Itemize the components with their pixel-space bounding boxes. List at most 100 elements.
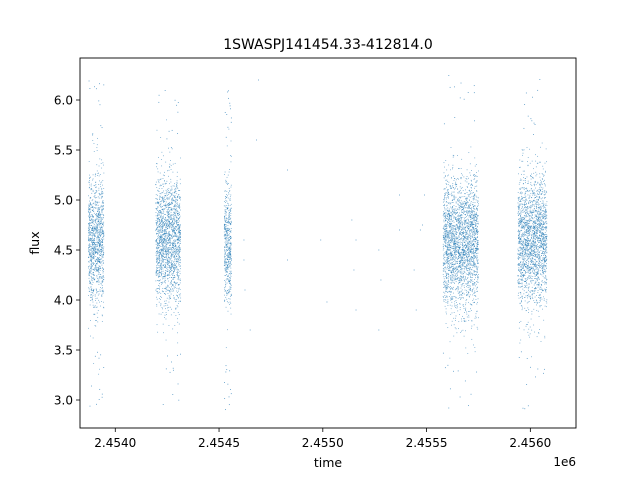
data-point: [156, 258, 158, 260]
data-point: [170, 248, 172, 250]
data-point: [99, 273, 101, 275]
data-point: [444, 166, 445, 168]
data-point: [93, 254, 95, 256]
data-point: [161, 226, 163, 228]
data-point: [103, 234, 105, 236]
data-point: [156, 292, 158, 294]
data-point: [469, 214, 470, 216]
data-point: [470, 184, 471, 186]
data-point: [95, 204, 97, 206]
data-point: [473, 293, 475, 294]
data-point: [227, 262, 229, 263]
data-point: [466, 256, 467, 258]
data-point: [229, 265, 231, 267]
data-point: [444, 212, 446, 214]
data-point: [463, 260, 465, 261]
data-point: [159, 270, 160, 272]
data-point: [94, 193, 96, 194]
data-point: [450, 313, 452, 315]
data-point: [451, 274, 453, 276]
data-point: [167, 219, 169, 220]
data-point: [229, 278, 231, 280]
data-point: [100, 163, 102, 164]
data-point: [229, 248, 230, 250]
data-point: [178, 229, 180, 231]
data-point: [449, 290, 451, 292]
data-point: [170, 160, 171, 161]
data-point: [175, 217, 177, 218]
data-point: [474, 187, 475, 189]
data-point: [229, 190, 230, 192]
data-point: [453, 242, 455, 244]
data-point: [447, 254, 448, 256]
data-point: [229, 291, 231, 292]
data-point: [224, 249, 226, 251]
data-point: [172, 250, 174, 252]
data-point: [228, 128, 230, 130]
data-point: [101, 206, 102, 208]
data-point: [99, 301, 100, 303]
data-point: [473, 216, 475, 218]
data-point: [102, 202, 104, 203]
data-point: [451, 227, 453, 228]
data-point: [173, 268, 174, 269]
data-point: [176, 199, 178, 201]
data-point: [157, 273, 159, 275]
data-point: [159, 251, 161, 253]
data-point: [225, 211, 227, 213]
data-point: [166, 238, 168, 240]
data-point: [160, 253, 162, 255]
data-point: [466, 294, 467, 296]
data-point: [171, 308, 172, 310]
data-point: [89, 202, 91, 204]
data-point: [472, 244, 474, 246]
data-point: [460, 297, 462, 299]
data-point: [167, 250, 169, 251]
data-point: [460, 217, 462, 219]
data-point: [226, 114, 228, 115]
data-point: [225, 222, 227, 223]
data-point: [92, 337, 94, 339]
data-point: [165, 236, 166, 238]
data-point: [225, 409, 226, 411]
data-point: [165, 229, 167, 231]
data-point: [173, 275, 175, 276]
data-point: [91, 228, 92, 230]
data-point: [465, 227, 466, 228]
data-point: [443, 237, 444, 239]
data-point: [98, 220, 100, 222]
data-point: [175, 254, 176, 256]
data-point: [460, 204, 462, 206]
data-point: [156, 298, 158, 300]
data-point: [98, 214, 99, 216]
data-point: [159, 224, 161, 226]
data-point: [92, 299, 93, 301]
data-point: [171, 194, 173, 196]
data-point: [452, 226, 454, 228]
data-point: [463, 293, 465, 295]
data-point: [477, 234, 478, 235]
data-point: [164, 229, 165, 231]
data-point: [158, 270, 160, 272]
data-point: [156, 221, 158, 223]
data-point: [155, 240, 157, 241]
data-point: [101, 195, 103, 197]
data-point: [450, 258, 452, 260]
data-point: [453, 261, 455, 262]
data-point: [474, 194, 475, 196]
data-point: [455, 278, 457, 280]
data-point: [170, 255, 172, 256]
data-point: [229, 298, 231, 300]
data-point: [179, 282, 181, 284]
data-point: [96, 312, 98, 314]
data-point: [444, 235, 446, 237]
data-point: [95, 268, 97, 270]
data-point: [162, 200, 164, 202]
data-point: [462, 232, 464, 233]
data-point: [224, 224, 226, 226]
data-point: [98, 210, 100, 212]
data-point: [471, 327, 472, 329]
data-point: [89, 208, 91, 209]
data-point: [155, 255, 157, 256]
data-point: [165, 339, 167, 341]
